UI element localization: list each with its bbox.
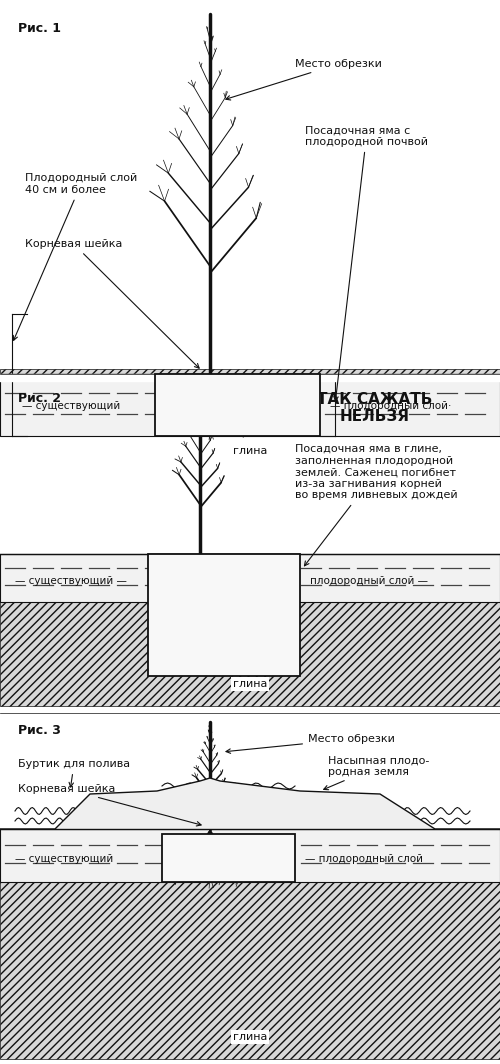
Bar: [0, 882, 500, 1059]
Text: — плодородный слой·: — плодородный слой·: [330, 401, 452, 411]
Text: — существующий: — существующий: [15, 854, 113, 864]
Text: Рис. 1: Рис. 1: [18, 22, 61, 35]
Text: Посадочная яма в глине,
заполненная плодородной
землей. Саженец погибнет
из-за з: Посадочная яма в глине, заполненная плод…: [295, 444, 458, 566]
Bar: [0, 829, 500, 882]
Polygon shape: [0, 778, 500, 829]
Text: глина: глина: [233, 679, 267, 689]
Text: ТАК САЖАТЬ
НЕЛЬЗЯ: ТАК САЖАТЬ НЕЛЬЗЯ: [318, 392, 432, 425]
Bar: [0, 369, 500, 436]
Text: Буртик для полива: Буртик для полива: [18, 759, 130, 787]
Text: Рис. 3: Рис. 3: [18, 724, 61, 737]
Bar: [162, 834, 295, 882]
Text: глина: глина: [233, 1032, 267, 1042]
Text: Корневая шейка: Корневая шейка: [18, 784, 201, 826]
Bar: [0, 554, 500, 602]
Text: — существующий: — существующий: [22, 401, 120, 411]
Text: Рис. 2: Рис. 2: [18, 392, 61, 405]
Text: Место обрезки: Место обрезки: [226, 59, 382, 100]
Text: — плодородный слой: — плодородный слой: [305, 854, 423, 864]
Text: Корневая шейка: Корневая шейка: [25, 239, 199, 368]
Text: Посадочная яма с
плодородной почвой: Посадочная яма с плодородной почвой: [305, 126, 428, 401]
Text: глина: глина: [233, 446, 267, 456]
Bar: [0, 375, 500, 436]
Text: — существующий —: — существующий —: [15, 576, 127, 586]
Text: Насыпная плодо-
родная земля: Насыпная плодо- родная земля: [324, 755, 430, 789]
Text: Плодородный слой
40 см и более: Плодородный слой 40 см и более: [14, 173, 137, 340]
Text: плодородный слой —: плодородный слой —: [310, 576, 428, 586]
Bar: [155, 375, 320, 436]
Bar: [148, 554, 300, 676]
Bar: [0, 602, 500, 706]
Text: Место обрезки: Место обрезки: [226, 734, 395, 753]
